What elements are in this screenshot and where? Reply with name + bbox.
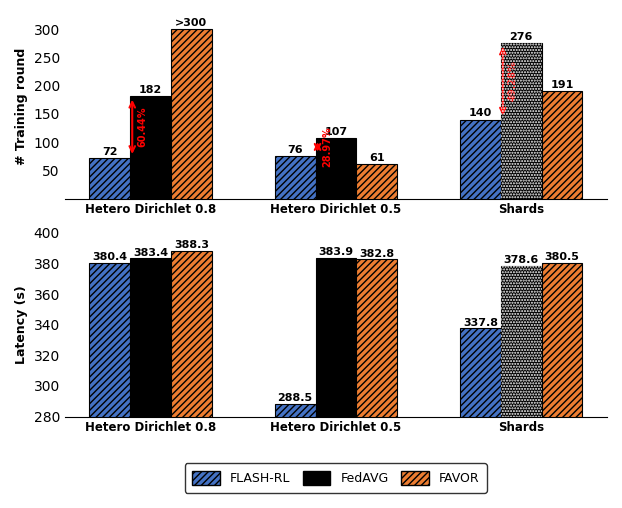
Text: 49.28%: 49.28%: [508, 61, 518, 102]
Bar: [460, 328, 501, 417]
Y-axis label: Latency (s): Latency (s): [15, 285, 28, 364]
Bar: [501, 266, 542, 417]
Bar: [501, 266, 542, 417]
Y-axis label: # Training round: # Training round: [15, 48, 28, 166]
Text: 107: 107: [324, 127, 348, 137]
Bar: [130, 259, 171, 417]
Bar: [130, 96, 171, 199]
Bar: [275, 403, 315, 417]
Text: 388.3: 388.3: [174, 240, 209, 250]
Text: 337.8: 337.8: [463, 318, 498, 328]
Bar: [542, 263, 582, 417]
Text: >300: >300: [175, 18, 207, 28]
Bar: [275, 155, 315, 199]
Text: 61: 61: [369, 153, 384, 163]
Text: 140: 140: [469, 108, 492, 118]
Bar: [542, 91, 582, 199]
Text: 382.8: 382.8: [359, 248, 394, 259]
Text: 276: 276: [509, 31, 533, 42]
Bar: [171, 251, 211, 417]
Text: 383.9: 383.9: [318, 247, 353, 257]
Text: 182: 182: [139, 85, 162, 94]
Bar: [460, 119, 501, 199]
Bar: [315, 138, 356, 199]
Bar: [171, 29, 211, 199]
Bar: [501, 43, 542, 199]
Bar: [315, 258, 356, 417]
Text: 378.6: 378.6: [504, 255, 539, 265]
Text: 380.5: 380.5: [544, 252, 580, 262]
Legend: FLASH-RL, FedAVG, FAVOR: FLASH-RL, FedAVG, FAVOR: [185, 463, 487, 493]
Bar: [356, 259, 397, 417]
Bar: [501, 43, 542, 199]
Text: 380.4: 380.4: [92, 252, 128, 262]
Text: 191: 191: [550, 80, 573, 89]
Text: 383.4: 383.4: [133, 248, 168, 258]
Text: 28.97%: 28.97%: [322, 126, 332, 167]
Text: 72: 72: [102, 147, 118, 157]
Bar: [356, 164, 397, 199]
Text: 76: 76: [287, 145, 303, 154]
Text: 60.44%: 60.44%: [137, 107, 147, 147]
Text: 288.5: 288.5: [277, 393, 313, 403]
Bar: [90, 263, 130, 417]
Bar: [90, 158, 130, 199]
